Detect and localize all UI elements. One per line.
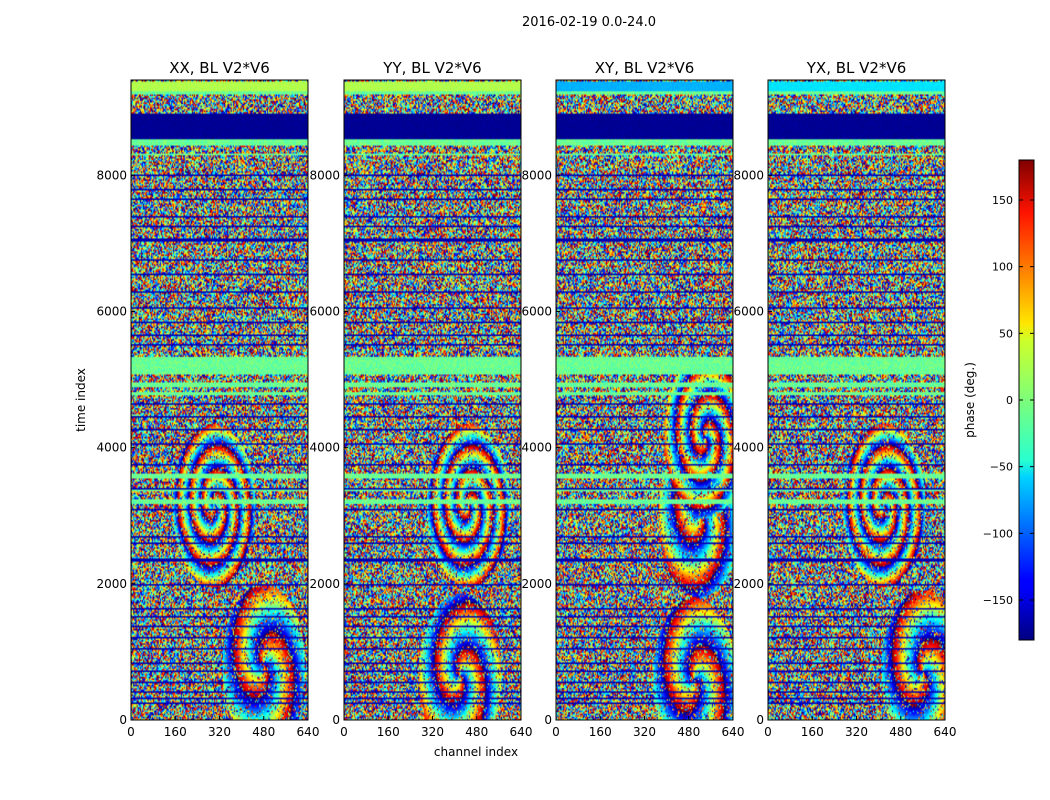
x-tick-label: 0 [764, 725, 772, 739]
x-axis-label: channel index [434, 745, 518, 759]
x-tick-label: 0 [127, 725, 135, 739]
panel-xy: XY, BL V2*V6 0 160 320 480 640 0 2000 4000 6000 80… [521, 59, 744, 739]
x-tick-label: 480 [889, 725, 912, 739]
colorbar-label: phase (deg.) [963, 362, 977, 438]
x-tick-label: 160 [589, 725, 612, 739]
x-tick-label: 320 [633, 725, 656, 739]
panel-yx: YX, BL V2*V6 0 160 320 480 640 0 2000 4000 6000 80… [733, 59, 956, 739]
panel-title: YY, BL V2*V6 [382, 59, 481, 77]
y-tick-label: 6000 [521, 304, 552, 318]
x-tick-label: 320 [421, 725, 444, 739]
x-tick-label: 480 [677, 725, 700, 739]
panel-yy: YY, BL V2*V6 0 160 320 480 640 0 2000 4000 6000 80… [309, 59, 532, 739]
y-tick-label: 4000 [733, 441, 764, 455]
colorbar-tick-label: −100 [983, 527, 1013, 540]
y-tick-label: 4000 [96, 441, 127, 455]
y-tick-label: 0 [544, 713, 552, 727]
figure-suptitle: 2016-02-19 0.0-24.0 [522, 15, 656, 30]
panel-title: XY, BL V2*V6 [595, 59, 695, 77]
y-tick-label: 8000 [96, 168, 127, 182]
colorbar-tick-label: 50 [999, 327, 1013, 340]
x-tick-label: 160 [164, 725, 187, 739]
y-axis-label: time index [74, 368, 88, 432]
y-tick-label: 2000 [521, 577, 552, 591]
y-tick-label: 6000 [96, 304, 127, 318]
y-tick-label: 2000 [96, 577, 127, 591]
x-tick-label: 480 [252, 725, 275, 739]
colorbar-tick-label: −150 [983, 594, 1013, 607]
panels: XX, BL V2*V6 0 160 320 480 640 0 2000 4000 6000 80… [96, 59, 956, 739]
y-tick-label: 8000 [733, 168, 764, 182]
colorbar-tick-label: 150 [992, 194, 1013, 207]
y-tick-label: 0 [332, 713, 340, 727]
x-tick-label: 640 [297, 725, 320, 739]
y-tick-label: 8000 [521, 168, 552, 182]
y-tick-label: 4000 [521, 441, 552, 455]
phase-heatmap-image [131, 80, 308, 720]
y-tick-label: 4000 [309, 441, 340, 455]
x-tick-label: 0 [340, 725, 348, 739]
x-tick-label: 160 [377, 725, 400, 739]
y-tick-label: 0 [756, 713, 764, 727]
y-tick-label: 2000 [309, 577, 340, 591]
y-tick-label: 0 [119, 713, 127, 727]
x-tick-label: 0 [552, 725, 560, 739]
panel-title: XX, BL V2*V6 [169, 59, 270, 77]
panel-title: YX, BL V2*V6 [806, 59, 907, 77]
colorbar-tick-label: 100 [992, 261, 1013, 274]
x-tick-label: 320 [208, 725, 231, 739]
y-tick-label: 6000 [309, 304, 340, 318]
colorbar-tick-label: −50 [990, 461, 1013, 474]
colorbar-tick-label: 0 [1006, 394, 1013, 407]
y-tick-label: 8000 [309, 168, 340, 182]
panel-xx: XX, BL V2*V6 0 160 320 480 640 0 2000 4000 6000 80… [96, 59, 319, 739]
phase-heatmap-image [768, 80, 945, 720]
x-tick-label: 640 [510, 725, 533, 739]
phase-heatmap-image [556, 80, 733, 720]
x-tick-label: 640 [722, 725, 745, 739]
x-tick-label: 160 [801, 725, 824, 739]
x-tick-label: 640 [934, 725, 957, 739]
x-tick-label: 320 [845, 725, 868, 739]
y-tick-label: 2000 [733, 577, 764, 591]
x-tick-label: 480 [465, 725, 488, 739]
colorbar-ticks: −150 −100 −50 0 50 100 150 [983, 194, 1034, 607]
colorbar: −150 −100 −50 0 50 100 150 phase (deg.) [963, 159, 1035, 641]
phase-heatmap-image [344, 80, 521, 720]
y-tick-label: 6000 [733, 304, 764, 318]
